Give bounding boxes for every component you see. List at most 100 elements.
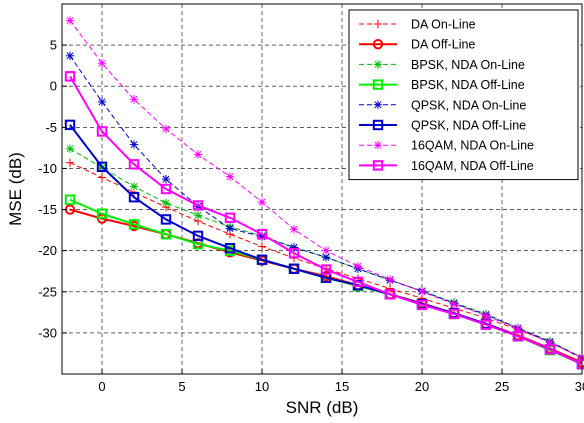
data-point-marker <box>544 344 556 355</box>
data-point-marker <box>97 59 107 68</box>
data-point-marker <box>96 126 108 137</box>
x-tick-label: 15 <box>335 379 349 394</box>
data-point-marker <box>257 242 267 251</box>
legend-label: 16QAM, NDA Off-Line <box>411 159 534 173</box>
data-point-marker <box>256 229 268 240</box>
data-point-marker <box>65 51 75 60</box>
y-axis-label: MSE (dB) <box>6 152 25 226</box>
y-tick-label: -10 <box>38 161 57 176</box>
data-point-marker <box>373 60 383 69</box>
data-point-marker <box>372 39 384 50</box>
x-tick-label: 30 <box>575 379 584 394</box>
data-point-marker <box>480 319 492 330</box>
data-point-marker <box>97 173 107 182</box>
ticks: 0 5 10 15 20 25 30 -30 -25 -20 -15 -10 -5 0 5 <box>38 38 584 394</box>
legend-label: 16QAM, NDA On-Line <box>411 139 534 153</box>
x-axis-label: SNR (dB) <box>286 398 359 417</box>
data-point-marker <box>129 140 139 149</box>
data-point-marker <box>65 144 75 153</box>
data-point-marker <box>372 119 384 131</box>
legend-label: BPSK, NDA On-Line <box>411 58 525 72</box>
x-tick-label: 5 <box>178 379 185 394</box>
data-point-marker <box>65 158 75 167</box>
data-point-marker <box>225 224 235 233</box>
y-tick-label: -25 <box>38 284 57 299</box>
data-point-marker <box>289 225 299 234</box>
data-point-marker <box>224 212 236 223</box>
data-point-marker <box>481 311 491 320</box>
data-point-marker <box>64 194 76 205</box>
data-point-marker <box>161 198 171 208</box>
data-point-marker <box>372 79 384 90</box>
data-point-marker <box>385 284 395 293</box>
series-line <box>69 162 583 359</box>
data-point-marker <box>128 159 140 170</box>
data-point-marker <box>257 197 267 207</box>
grid <box>62 4 583 374</box>
legend-label: BPSK, NDA Off-Line <box>411 78 525 92</box>
data-point-marker <box>352 276 364 288</box>
data-point-marker <box>96 161 108 173</box>
data-point-marker <box>193 211 203 220</box>
legend-entry: DA On-Line <box>359 18 476 32</box>
data-point-marker <box>321 246 331 255</box>
y-tick-label: -20 <box>38 243 57 258</box>
y-tick-label: -5 <box>45 120 57 135</box>
data-point-marker <box>160 229 172 240</box>
plot-frame <box>61 3 583 375</box>
x-tick-label: 0 <box>98 379 105 394</box>
data-point-marker <box>372 160 384 171</box>
data-point-marker <box>417 287 427 296</box>
data-point-marker <box>160 214 172 225</box>
y-tick-label: 0 <box>50 79 57 94</box>
y-tick-label: 5 <box>50 38 57 53</box>
data-point-marker <box>161 174 171 184</box>
legend-entry: DA Off-Line <box>359 38 475 52</box>
legend-box <box>348 9 579 181</box>
data-point-marker <box>385 275 395 284</box>
data-point-marker <box>289 243 299 252</box>
y-tick-label: -30 <box>38 325 57 340</box>
data-point-marker <box>128 219 140 230</box>
data-point-marker <box>416 299 428 311</box>
legend-entry: BPSK, NDA On-Line <box>359 58 525 72</box>
legend: DA On-Line DA Off-Line BPSK, NDA On-Line BP… <box>348 9 579 181</box>
data-point-marker <box>353 262 363 271</box>
legend-entry: QPSK, NDA On-Line <box>359 98 526 112</box>
data-point-marker <box>288 263 300 274</box>
data-point-marker <box>288 247 300 259</box>
data-point-marker <box>449 299 459 309</box>
data-point-marker <box>161 124 171 134</box>
data-point-marker <box>64 119 76 131</box>
series-line <box>69 148 583 359</box>
data-point-marker <box>225 172 235 181</box>
data-point-marker <box>65 16 75 25</box>
legend-entry: 16QAM, NDA Off-Line <box>359 159 534 173</box>
x-tick-label: 25 <box>495 379 509 394</box>
data-point-marker <box>320 264 332 275</box>
data-point-marker <box>96 208 108 219</box>
data-point-marker <box>512 330 524 342</box>
data-point-marker <box>128 192 140 203</box>
legend-label: QPSK, NDA Off-Line <box>411 119 526 133</box>
data-point-marker <box>256 254 268 265</box>
legend-label: DA On-Line <box>411 18 476 32</box>
data-point-marker <box>129 182 139 191</box>
legend-label: QPSK, NDA On-Line <box>411 98 526 112</box>
data-point-marker <box>129 95 139 104</box>
data-point-marker <box>384 289 396 300</box>
x-tick-label: 10 <box>255 379 269 394</box>
data-point-marker <box>373 141 383 150</box>
data-point-marker <box>448 308 460 320</box>
data-point-marker <box>373 19 383 29</box>
data-point-marker <box>64 71 76 82</box>
data-point-marker <box>192 230 204 242</box>
legend-entry: 16QAM, NDA On-Line <box>359 139 534 153</box>
data-point-marker <box>193 150 203 159</box>
data-point-marker <box>97 97 107 107</box>
series-6 <box>65 16 584 362</box>
legend-entry: QPSK, NDA Off-Line <box>359 119 526 133</box>
data-point-marker <box>373 100 383 109</box>
y-tick-label: -15 <box>38 202 57 217</box>
